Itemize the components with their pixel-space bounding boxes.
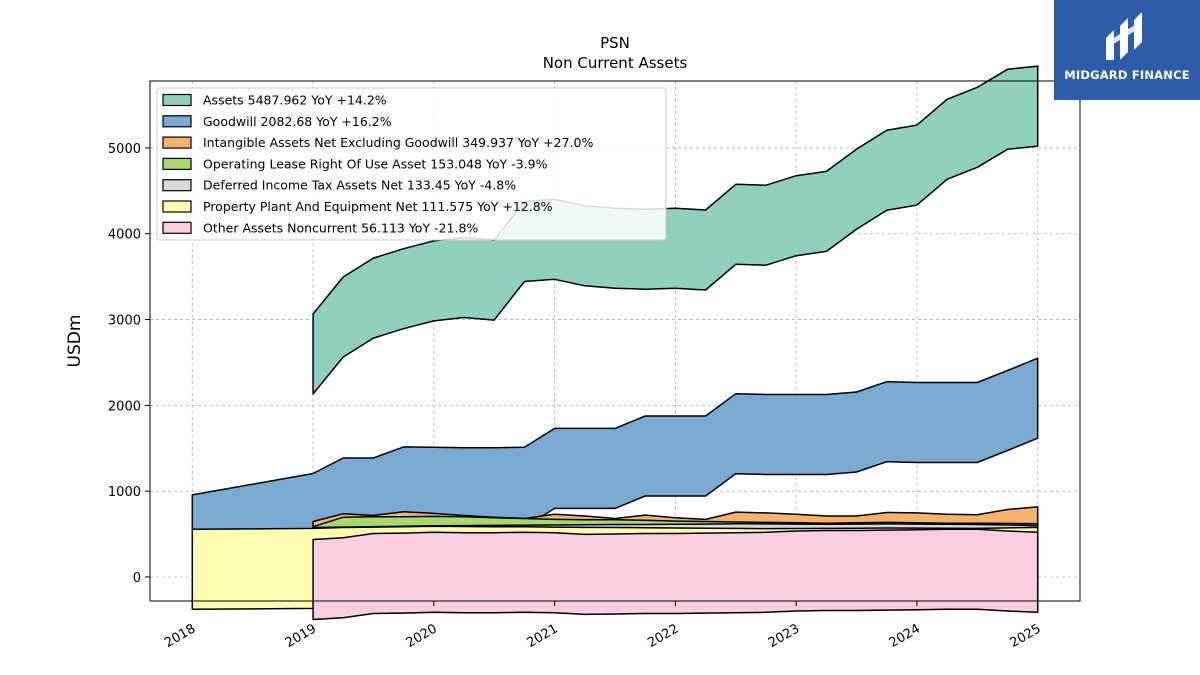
legend-label: Intangible Assets Net Excluding Goodwill…: [203, 135, 593, 150]
plot-frame: [149, 80, 1081, 602]
legend-label: Assets 5487.962 YoY +14.2%: [203, 93, 387, 108]
x-tick-label: 2020: [404, 621, 440, 651]
x-tick-label: 2023: [766, 621, 802, 651]
legend-swatch: [162, 157, 192, 170]
y-tick-label: 4000: [108, 228, 141, 243]
y-axis-label: USDm: [65, 315, 85, 368]
legend-swatch: [162, 136, 192, 149]
legend-box: [156, 87, 667, 241]
legend-label: Operating Lease Right Of Use Asset 153.0…: [203, 156, 548, 171]
x-tick-label: 2018: [162, 621, 198, 651]
legend-swatch: [162, 221, 192, 234]
legend-label: Goodwill 2082.68 YoY +16.2%: [203, 114, 392, 129]
legend-swatch: [162, 200, 192, 213]
brand-logo: MIDGARD FINANCE: [1054, 0, 1200, 100]
chart-title: PSN: [600, 34, 630, 52]
y-tick-label: 2000: [108, 399, 141, 414]
legend-label: Deferred Income Tax Assets Net 133.45 Yo…: [203, 178, 516, 193]
legend: Assets 5487.962 YoY +14.2% Goodwill 2082.…: [156, 87, 667, 241]
legend-label: Other Assets Noncurrent 56.113 YoY -21.8…: [203, 220, 478, 235]
legend-label: Property Plant And Equipment Net 111.575…: [203, 199, 553, 214]
x-tick-label: 2022: [645, 621, 681, 651]
y-tick-label: 5000: [108, 142, 141, 157]
chart-subtitle: Non Current Assets: [543, 54, 688, 72]
y-tick-label: 1000: [108, 485, 141, 500]
legend-swatch: [162, 93, 192, 107]
x-tick-label: 2025: [1008, 621, 1044, 651]
brand-name: MIDGARD FINANCE: [1064, 68, 1190, 82]
y-tick-label: 3000: [108, 314, 141, 329]
x-tick-label: 2024: [887, 621, 923, 651]
series-layer: [191, 65, 1039, 621]
brand-mark-icon: [1106, 12, 1142, 60]
x-tick-label: 2019: [283, 621, 319, 651]
y-tick-label: 0: [133, 571, 141, 586]
legend-swatch: [162, 179, 192, 192]
legend-swatch: [162, 115, 192, 128]
x-tick-label: 2021: [524, 621, 560, 651]
series-band-6: [312, 528, 1039, 621]
